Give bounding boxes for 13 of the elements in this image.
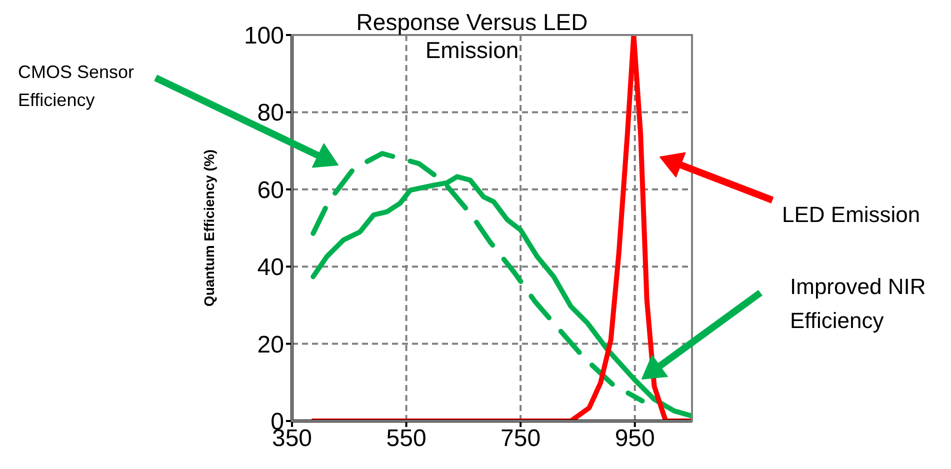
y-tick-label: 20: [257, 331, 284, 358]
y-axis-title: Quantum Efficiency (%): [201, 149, 217, 307]
text: CMOS Sensor Efficiency: [18, 61, 136, 112]
x-tick-label: 550: [386, 425, 426, 452]
x-tick-label: 950: [614, 425, 655, 452]
y-tick-label: 40: [257, 254, 284, 282]
y-tick-label: 100: [244, 22, 284, 50]
x-tick-label: 750: [500, 425, 541, 452]
y-tick-label: 80: [257, 100, 284, 127]
y-tick-label: 60: [257, 176, 284, 204]
text: Improved NIR Efficiency: [790, 273, 927, 335]
chart-title: Response Versus LED Emission: [355, 8, 589, 64]
text: LED Emission: [782, 201, 922, 229]
